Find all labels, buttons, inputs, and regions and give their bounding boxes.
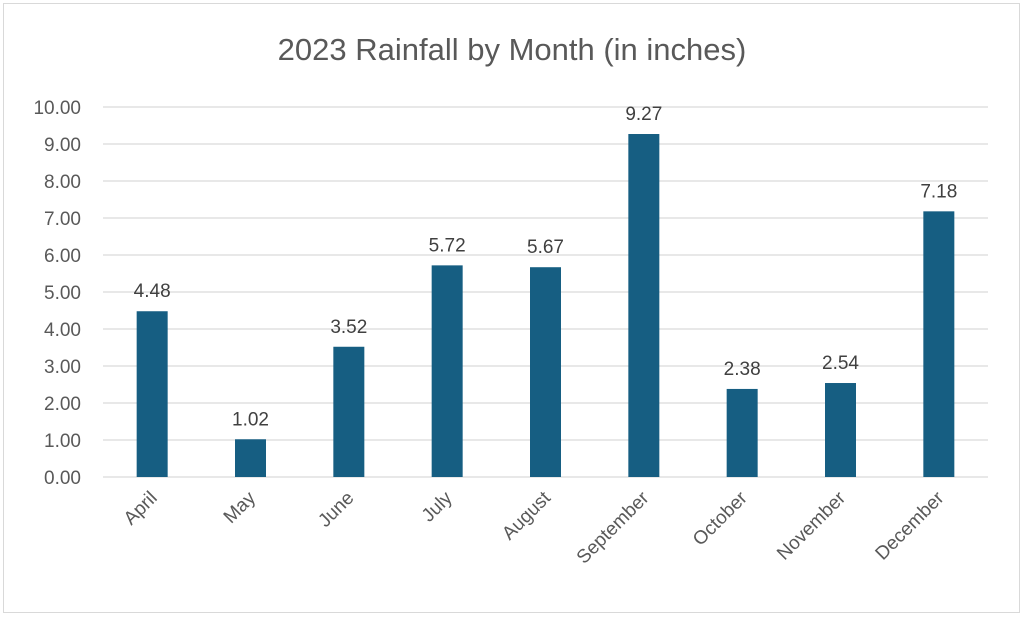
data-label: 5.72 — [429, 235, 466, 256]
y-tick-label: 5.00 — [44, 283, 81, 304]
y-tick-label: 9.00 — [44, 135, 81, 156]
data-label: 2.54 — [822, 353, 859, 374]
bar-may — [235, 439, 266, 477]
bar-september — [628, 134, 660, 477]
data-label: 4.48 — [134, 281, 171, 302]
data-label: 5.67 — [527, 237, 564, 258]
y-tick-label: 10.00 — [33, 98, 81, 119]
bar-october — [726, 388, 758, 477]
y-tick-label: 0.00 — [44, 468, 81, 489]
data-label: 3.52 — [330, 317, 367, 338]
data-label: 2.38 — [724, 359, 761, 380]
y-tick-label: 1.00 — [44, 431, 81, 452]
y-tick-label: 8.00 — [44, 172, 81, 193]
y-tick-label: 2.00 — [44, 394, 81, 415]
data-label: 7.18 — [920, 181, 957, 202]
bar-august — [530, 267, 561, 477]
data-label: 1.02 — [232, 409, 269, 430]
chart-title: 2023 Rainfall by Month (in inches) — [278, 32, 747, 67]
bar-november — [825, 383, 856, 477]
bar-june — [333, 346, 365, 477]
y-tick-label: 6.00 — [44, 246, 81, 267]
data-label: 9.27 — [625, 104, 662, 125]
chart-border — [3, 3, 1020, 613]
bar-april — [136, 311, 168, 477]
y-tick-label: 3.00 — [44, 357, 81, 378]
y-tick-label: 4.00 — [44, 320, 81, 341]
bar-july — [431, 265, 463, 477]
bar-december — [923, 211, 955, 477]
y-tick-label: 7.00 — [44, 209, 81, 230]
